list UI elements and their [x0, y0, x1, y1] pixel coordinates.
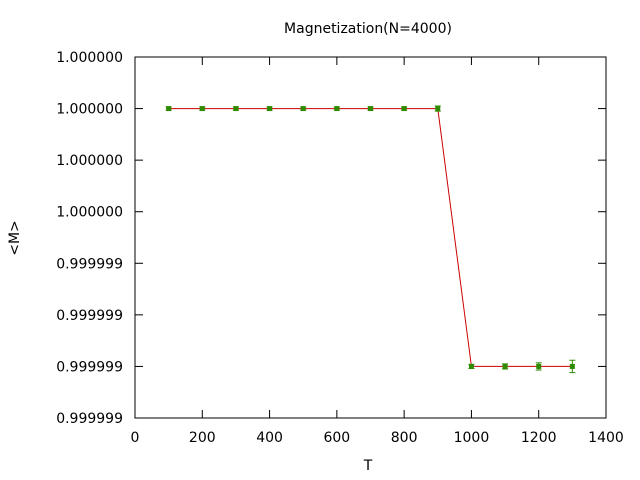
data-point	[232, 106, 239, 112]
point-marker	[401, 106, 407, 112]
y-tick-label: 1.000000	[56, 153, 123, 169]
x-tick-label: 400	[256, 430, 283, 446]
y-tick-label: 0.999999	[56, 308, 123, 324]
x-axis: 0 200 400 600 800 1000 1200 1400	[131, 57, 624, 446]
data-point	[367, 106, 374, 112]
point-marker	[569, 363, 575, 369]
data-point	[569, 359, 576, 374]
x-tick-label: 200	[189, 430, 216, 446]
data-point	[333, 106, 340, 112]
x-tick-label: 1200	[521, 430, 557, 446]
y-tick-label: 0.999999	[56, 359, 123, 375]
point-marker	[334, 106, 340, 112]
y-tick-label: 0.999999	[56, 256, 123, 272]
point-marker	[468, 363, 474, 369]
data-point	[502, 363, 509, 370]
data-point	[199, 106, 206, 112]
data-point	[468, 363, 475, 369]
point-marker	[233, 106, 239, 112]
x-axis-label: T	[363, 458, 373, 474]
point-marker	[502, 363, 508, 369]
x-tick-label: 1000	[454, 430, 490, 446]
point-marker	[267, 106, 273, 112]
data-point	[300, 106, 307, 112]
series-line	[168, 108, 573, 367]
x-tick-label: 600	[323, 430, 350, 446]
point-marker	[536, 363, 542, 369]
y-axis-label: <M>	[7, 220, 23, 256]
series-layer	[165, 105, 576, 374]
chart-title: Magnetization(N=4000)	[284, 21, 452, 37]
data-point	[535, 362, 542, 371]
x-tick-label: 0	[131, 430, 140, 446]
y-tick-label: 1.000000	[56, 50, 123, 66]
point-marker	[166, 106, 172, 112]
point-marker	[368, 106, 373, 112]
data-point	[165, 106, 172, 112]
plot-area-border	[134, 56, 607, 419]
y-axis: 1.000000 1.000000 1.000000 1.000000 0.999999…	[56, 50, 606, 427]
point-marker	[435, 106, 441, 112]
data-point	[266, 106, 273, 112]
data-point	[434, 105, 441, 112]
data-point	[401, 106, 408, 112]
y-tick-label: 1.000000	[56, 205, 123, 221]
y-tick-label: 0.999999	[56, 411, 123, 427]
x-tick-label: 1400	[588, 430, 624, 446]
y-tick-label: 1.000000	[56, 102, 123, 118]
point-marker	[300, 106, 306, 112]
point-marker	[199, 106, 205, 112]
x-tick-label: 800	[391, 430, 418, 446]
